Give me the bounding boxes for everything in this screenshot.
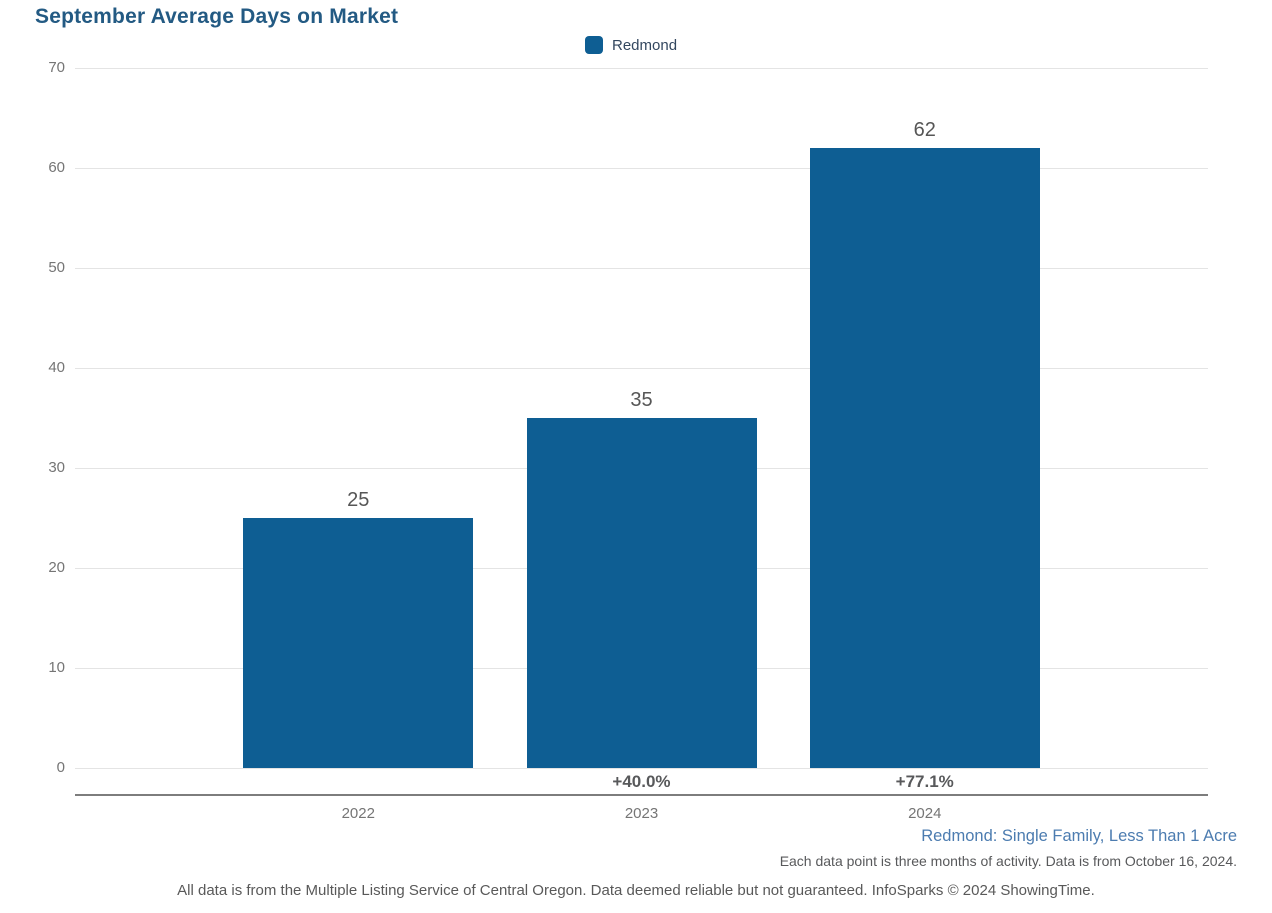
x-axis-line: [75, 794, 1208, 796]
chart-title: September Average Days on Market: [35, 5, 399, 28]
x-axis-tick-2024: 2024: [908, 805, 942, 822]
bar-value-label-2022: 25: [347, 489, 370, 511]
gridline-y-60: [75, 168, 1208, 169]
legend-swatch-icon: [585, 36, 603, 54]
y-axis-tick-30: 30: [48, 459, 65, 476]
legend-item-redmond[interactable]: Redmond: [585, 36, 677, 54]
y-axis-tick-60: 60: [48, 159, 65, 176]
gridline-y-50: [75, 268, 1208, 269]
x-axis-tick-2022: 2022: [341, 805, 375, 822]
pct-change-label-2023: +40.0%: [612, 772, 671, 791]
y-axis-tick-50: 50: [48, 259, 65, 276]
bar-value-label-2023: 35: [630, 389, 653, 411]
bar-2023[interactable]: [526, 418, 757, 768]
footer-series-note[interactable]: Redmond: Single Family, Less Than 1 Acre: [921, 827, 1237, 845]
legend-label: Redmond: [612, 36, 678, 54]
y-axis-tick-70: 70: [48, 59, 65, 76]
bar-2022[interactable]: [243, 518, 474, 768]
y-axis-tick-0: 0: [56, 759, 65, 776]
y-axis-tick-40: 40: [48, 359, 65, 376]
gridline-y-0: [75, 768, 1208, 769]
bar-value-label-2024: 62: [913, 119, 936, 141]
footer-disclaimer: All data is from the Multiple Listing Se…: [177, 882, 1095, 899]
y-axis-tick-10: 10: [48, 659, 65, 676]
x-axis-tick-2023: 2023: [624, 805, 659, 822]
bar-2024[interactable]: [809, 148, 1040, 768]
gridline-y-40: [75, 368, 1208, 369]
y-axis-tick-20: 20: [48, 559, 65, 576]
gridline-y-70: [75, 68, 1208, 69]
pct-change-label-2024: +77.1%: [895, 772, 954, 791]
footer-data-note: Each data point is three months of activ…: [779, 853, 1237, 869]
